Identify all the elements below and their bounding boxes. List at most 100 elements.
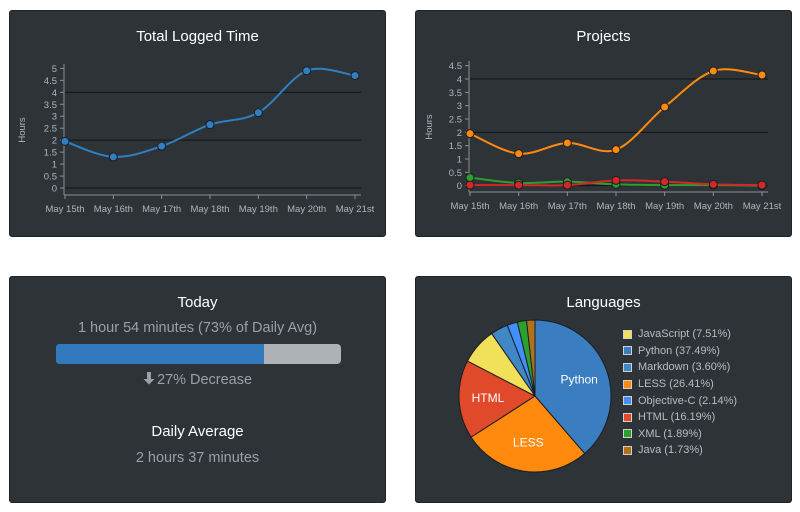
- x-tick-label: May 17th: [142, 204, 181, 215]
- daily-average-title: Daily Average: [151, 423, 244, 440]
- legend-label: JavaScript (7.51%): [638, 328, 731, 341]
- legend-item[interactable]: XML (1.89%): [623, 426, 737, 443]
- languages-pie-chart[interactable]: Python LESS HTML: [416, 277, 616, 504]
- legend-item[interactable]: Markdown (3.60%): [623, 359, 737, 376]
- data-point[interactable]: [465, 173, 475, 183]
- data-point[interactable]: [660, 177, 670, 187]
- languages-legend: JavaScript (7.51%) Python (37.49%) Markdow…: [623, 326, 737, 459]
- data-point[interactable]: [350, 71, 360, 81]
- today-summary: 1 hour 54 minutes (73% of Daily Avg): [77, 320, 318, 336]
- today-progress-bar: [56, 344, 341, 364]
- total-logged-time-title: Total Logged Time: [136, 28, 259, 45]
- data-point[interactable]: [465, 129, 475, 139]
- x-tick-label: May 17th: [548, 201, 587, 212]
- y-tick-label: 2: [52, 136, 57, 147]
- data-point[interactable]: [562, 138, 572, 148]
- data-point[interactable]: [611, 175, 621, 185]
- pie-slice[interactable]: [470, 395, 586, 473]
- today-progress-fill: [56, 344, 265, 364]
- data-point[interactable]: [562, 180, 572, 190]
- x-tick-label: May 21st: [336, 204, 375, 215]
- y-tick-label: 3: [457, 101, 462, 112]
- y-tick-label: 3: [52, 112, 57, 123]
- x-tick-label: May 19th: [239, 204, 278, 215]
- total-logged-time-panel: Total Logged Time 0 0.5 1 1.5 2 2.5 3 3.5 4 4.5 5 H…: [9, 10, 386, 237]
- data-point[interactable]: [205, 120, 215, 130]
- projects-title: Projects: [576, 28, 631, 45]
- legend-swatch: [623, 429, 632, 439]
- series-line: [64, 67, 356, 158]
- data-point[interactable]: [465, 180, 475, 190]
- x-tick-label: May 15th: [450, 201, 489, 212]
- today-title: Today: [177, 294, 218, 311]
- y-tick-label: 4: [52, 88, 57, 99]
- legend-item[interactable]: Python (37.49%): [623, 343, 737, 360]
- legend-swatch: [623, 396, 632, 406]
- x-tick-label: May 18th: [190, 204, 229, 215]
- x-tick-label: May 18th: [596, 201, 635, 212]
- legend-label: Markdown (3.60%): [638, 361, 731, 374]
- y-tick-label: 2.5: [44, 124, 57, 135]
- legend-label: LESS (26.41%): [638, 378, 714, 391]
- legend-item[interactable]: Objective-C (2.14%): [623, 392, 737, 409]
- data-point[interactable]: [757, 180, 767, 190]
- legend-label: Java (1.73%): [638, 444, 703, 457]
- y-tick-label: 1.5: [449, 141, 462, 152]
- data-point[interactable]: [611, 145, 621, 155]
- x-tick-label: May 19th: [645, 201, 684, 212]
- languages-panel: Languages Python LESS HTML JavaScript (7.5…: [415, 276, 792, 503]
- projects-panel: Projects 0 0.5 1 1.5 2 2.5 3 3.5 4 4.5 Hours May 15…: [415, 10, 792, 237]
- y-tick-label: 0.5: [44, 172, 57, 183]
- data-point[interactable]: [514, 149, 524, 159]
- data-point[interactable]: [708, 66, 718, 76]
- today-change: 27% Decrease: [10, 372, 385, 388]
- legend-label: Objective-C (2.14%): [638, 394, 738, 407]
- data-point[interactable]: [757, 70, 767, 80]
- series-line: [469, 68, 763, 155]
- x-tick-label: May 20th: [694, 201, 733, 212]
- pie-slice[interactable]: [534, 319, 612, 455]
- legend-swatch: [623, 379, 632, 389]
- data-point[interactable]: [660, 102, 670, 112]
- pie-slice[interactable]: [525, 319, 536, 397]
- pie-slice-label: LESS: [513, 436, 544, 450]
- data-point[interactable]: [708, 179, 718, 189]
- y-tick-label: 1.5: [44, 148, 57, 159]
- legend-item[interactable]: Java (1.73%): [623, 442, 737, 459]
- y-tick-label: 0: [457, 181, 462, 192]
- y-tick-label: 2.5: [449, 115, 462, 126]
- daily-average-value: 2 hours 37 minutes: [135, 450, 260, 466]
- total-logged-time-chart[interactable]: 00.511.522.533.544.55 Hours May 15th May 16…: [10, 11, 387, 238]
- legend-item[interactable]: HTML (16.19%): [623, 409, 737, 426]
- y-axis-label: Hours: [17, 117, 28, 143]
- legend-item[interactable]: LESS (26.41%): [623, 376, 737, 393]
- data-point[interactable]: [253, 108, 263, 118]
- data-point[interactable]: [60, 136, 70, 146]
- today-panel: Today 1 hour 54 minutes (73% of Daily Av…: [9, 276, 386, 503]
- arrow-down-icon: [143, 372, 155, 385]
- projects-chart[interactable]: 0 0.5 1 1.5 2 2.5 3 3.5 4 4.5 Hours May 15th May 16t…: [416, 11, 793, 238]
- y-tick-label: 5: [52, 64, 57, 75]
- x-tick-label: May 15th: [45, 204, 84, 215]
- x-tick-label: May 20th: [287, 204, 326, 215]
- y-tick-label: 0: [52, 184, 57, 195]
- data-point[interactable]: [514, 180, 524, 190]
- y-tick-label: 3.5: [449, 88, 462, 99]
- y-tick-label: 4: [457, 75, 462, 86]
- y-tick-label: 1: [52, 160, 57, 171]
- legend-label: XML (1.89%): [638, 427, 702, 440]
- y-tick-label: 3.5: [44, 100, 57, 111]
- legend-swatch: [623, 412, 632, 422]
- y-tick-label: 4.5: [44, 76, 57, 87]
- pie-slice[interactable]: [458, 360, 536, 438]
- x-tick-label: May 16th: [499, 201, 538, 212]
- today-change-text: 27% Decrease: [156, 372, 253, 388]
- data-point[interactable]: [302, 66, 312, 76]
- data-point[interactable]: [157, 141, 167, 151]
- legend-item[interactable]: JavaScript (7.51%): [623, 326, 737, 343]
- data-point[interactable]: [108, 152, 118, 162]
- legend-label: Python (37.49%): [638, 344, 720, 357]
- y-tick-label: 4.5: [449, 61, 462, 72]
- legend-swatch: [623, 362, 632, 372]
- x-tick-label: May 21st: [743, 201, 782, 212]
